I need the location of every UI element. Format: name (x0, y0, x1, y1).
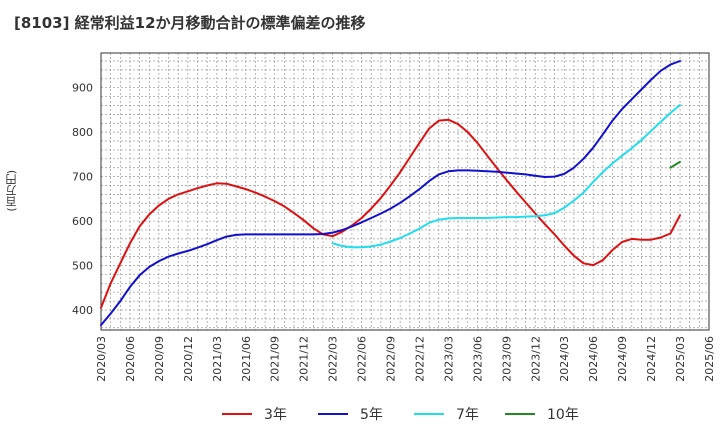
legend-label: 3年 (264, 407, 287, 423)
x-tick-label: 2022/03 (327, 336, 340, 382)
legend-label: 10年 (547, 407, 579, 423)
x-tick-label: 2023/06 (471, 336, 484, 382)
series-line-7年 (331, 104, 681, 249)
x-tick-label: 2020/09 (153, 336, 166, 382)
grid-lines (100, 53, 710, 330)
y-tick-label: 600 (72, 215, 93, 228)
y-tick-label: 900 (72, 82, 93, 95)
x-tick-label: 2024/12 (645, 336, 658, 382)
series-line-5年 (100, 60, 681, 327)
x-tick-label: 2020/12 (182, 336, 195, 382)
x-tick-label: 2021/03 (211, 336, 224, 382)
y-axis-ticks: 400 500 600 700 800 900 (72, 82, 93, 317)
x-tick-label: 2023/12 (529, 336, 542, 382)
x-tick-label: 2023/03 (442, 336, 455, 382)
y-tick-label: 700 (72, 171, 93, 184)
x-tick-label: 2021/12 (298, 336, 311, 382)
x-tick-label: 2024/09 (616, 336, 629, 382)
series-line-10年 (669, 160, 681, 169)
x-tick-label: 2025/03 (674, 336, 687, 382)
x-axis-ticks: 2020/03 2020/06 2020/09 2020/12 2021/03 2021/… (95, 336, 716, 382)
x-tick-label: 2021/09 (269, 336, 282, 382)
x-tick-label: 2022/06 (356, 336, 369, 382)
x-tick-label: 2024/06 (587, 336, 600, 382)
legend-label: 7年 (456, 407, 479, 423)
x-tick-label: 2024/03 (558, 336, 571, 382)
series-lines (100, 60, 681, 327)
legend-label: 5年 (360, 407, 383, 423)
x-tick-label: 2021/06 (240, 336, 253, 382)
y-tick-label: 500 (72, 260, 93, 273)
x-tick-label: 2025/06 (703, 336, 716, 382)
plot-area-frame (100, 52, 710, 331)
legend: 3年 5年 7年 10年 (222, 407, 579, 423)
chart-title: [8103] 経常利益12か月移動合計の標準偏差の推移 (14, 14, 366, 32)
y-tick-label: 400 (72, 304, 93, 317)
x-tick-label: 2020/06 (124, 336, 137, 382)
x-tick-label: 2022/12 (413, 336, 426, 382)
x-tick-label: 2022/09 (385, 336, 398, 382)
y-tick-label: 800 (72, 126, 93, 139)
series-line-3年 (100, 118, 681, 309)
x-tick-label: 2023/09 (500, 336, 513, 382)
x-tick-label: 2020/03 (95, 336, 108, 382)
